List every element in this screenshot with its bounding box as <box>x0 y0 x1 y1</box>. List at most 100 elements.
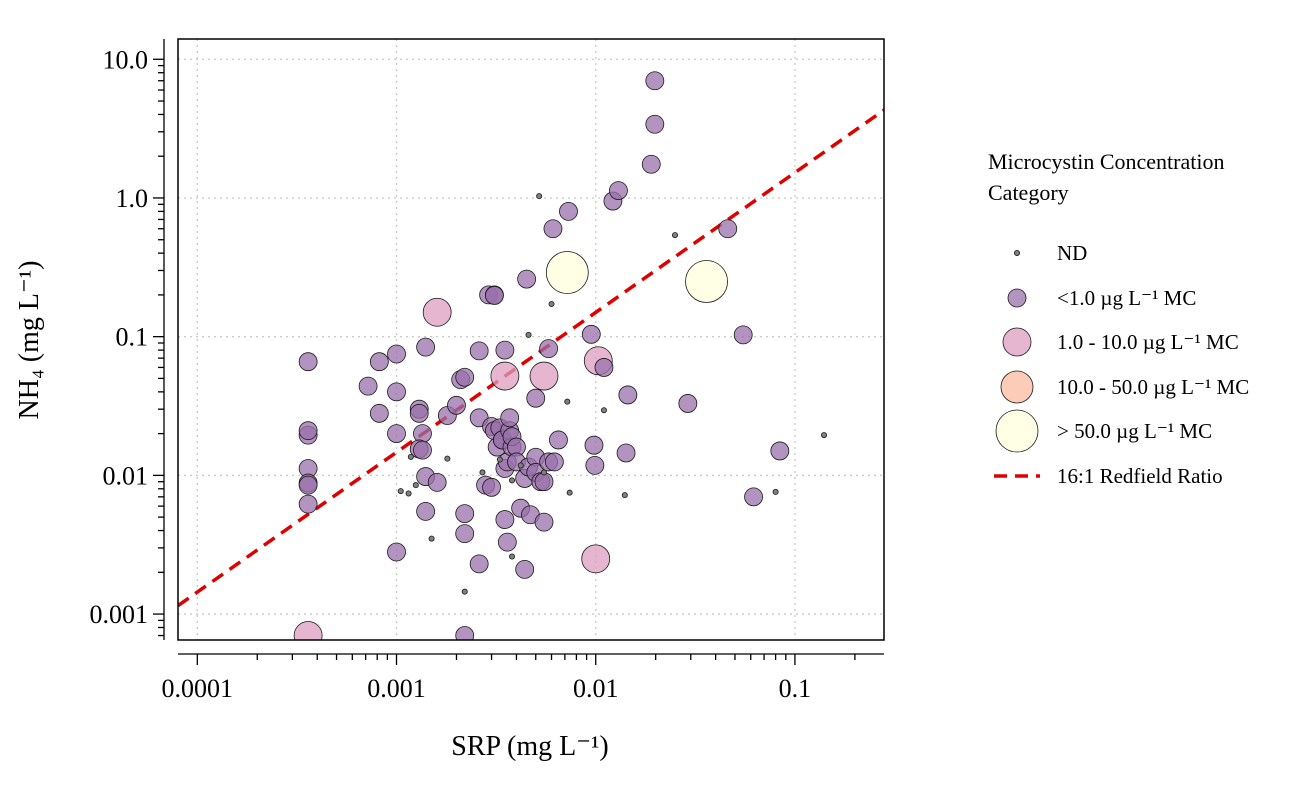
x-axis: 0.0001 0.001 0.01 0.1 <box>162 653 884 703</box>
nd-point <box>671 232 678 239</box>
mc-lt1-point <box>413 440 432 460</box>
nd-point <box>566 489 573 496</box>
mc-lt1-point <box>416 501 436 521</box>
mc-lt1-point <box>416 337 436 357</box>
mc-lt1-point <box>517 269 537 289</box>
mc-lt1-point <box>298 475 318 495</box>
nd-point <box>509 553 516 560</box>
nd-point <box>525 331 532 338</box>
legend-marker-nd <box>1014 249 1021 256</box>
mc-lt1-point <box>534 512 554 532</box>
mc-lt1-point <box>497 532 517 552</box>
mc-lt1-point <box>515 559 535 579</box>
nd-point <box>444 455 451 462</box>
mc-lt1-point <box>495 510 515 529</box>
nd-point <box>517 462 524 469</box>
x-axis-title: SRP (mg L⁻¹) <box>451 731 609 762</box>
x-tick-label: 0.0001 <box>162 674 234 703</box>
mc-lt1-point <box>413 424 432 444</box>
mc-gt50-point <box>685 260 728 303</box>
mc-lt1-point <box>618 385 638 405</box>
mc-lt1-point <box>455 524 475 544</box>
nd-point <box>564 398 571 405</box>
nd-point <box>407 453 414 460</box>
mc-lt1-point <box>544 452 564 472</box>
mc-lt1-point <box>645 71 665 91</box>
mc-lt1-point <box>526 388 546 408</box>
mc-lt1-point <box>358 376 378 396</box>
nd-point <box>536 193 543 200</box>
mc-lt1-point <box>469 554 489 574</box>
mc-lt1-point <box>733 325 753 345</box>
nd-point <box>428 535 435 542</box>
y-tick-label: 0.001 <box>90 600 149 629</box>
nd-point <box>509 477 516 484</box>
y-tick-label: 0.1 <box>116 323 149 352</box>
x-tick-label: 0.01 <box>573 674 619 703</box>
legend-marker-mc-gt50 <box>995 409 1039 453</box>
mc-lt1-point <box>770 441 790 461</box>
legend-marker-mc-1to10 <box>1002 327 1032 357</box>
legend-label: 10.0 - 50.0 µg L⁻¹ MC <box>1057 375 1249 399</box>
y-axis-title: NH₄ (mg L⁻¹) <box>14 261 45 420</box>
mc-lt1-point <box>594 358 614 377</box>
mc-lt1-point <box>559 202 578 221</box>
mc-lt1-point <box>484 286 504 305</box>
nd-point <box>621 492 628 499</box>
data-points <box>293 71 828 640</box>
nd-point <box>461 588 468 595</box>
mc-lt1-point <box>298 494 318 514</box>
mc-lt1-point <box>455 367 475 387</box>
nd-point <box>412 482 419 489</box>
mc-lt1-point <box>641 154 661 174</box>
mc-lt1-point <box>482 477 501 497</box>
nd-point <box>496 456 503 463</box>
mc-lt1-point <box>387 382 406 402</box>
mc-lt1-point <box>387 542 406 562</box>
y-tick-label: 0.01 <box>103 461 149 490</box>
nd-point <box>405 490 412 497</box>
mc-lt1-point <box>549 430 568 450</box>
x-tick-label: 0.1 <box>779 674 812 703</box>
nd-point <box>397 488 404 495</box>
grid-lines <box>178 39 884 640</box>
mc-1to10-point <box>529 361 559 391</box>
mc-lt1-point <box>543 219 563 239</box>
mc-gt50-point <box>545 251 589 294</box>
mc-lt1-point <box>645 114 665 134</box>
legend-label: ND <box>1057 241 1087 265</box>
nd-point <box>821 432 828 439</box>
plot-frame <box>177 38 885 641</box>
mc-1to10-point <box>490 361 520 391</box>
y-axis: 0.001 0.01 0.1 1.0 10.0 <box>90 39 165 640</box>
legend: Microcystin Concentration Category ND <1.… <box>988 149 1249 488</box>
nd-point <box>479 469 486 476</box>
mc-lt1-point <box>369 352 389 372</box>
legend-label: <1.0 µg L⁻¹ MC <box>1057 286 1196 310</box>
mc-lt1-point <box>409 403 429 423</box>
legend-title-line-2: Category <box>988 180 1069 205</box>
legend-label: 16:1 Redfield Ratio <box>1057 464 1223 488</box>
mc-lt1-point <box>387 344 406 364</box>
mc-lt1-point <box>298 421 318 441</box>
legend-marker-mc-lt1 <box>1007 288 1027 308</box>
nd-point <box>600 407 607 414</box>
mc-lt1-point <box>369 403 389 423</box>
mc-lt1-point <box>298 352 318 372</box>
mc-lt1-point <box>387 424 406 444</box>
mc-lt1-point <box>616 443 636 463</box>
nd-point <box>772 488 779 495</box>
mc-lt1-point <box>455 626 475 640</box>
mc-lt1-point <box>469 341 489 361</box>
mc-lt1-point <box>427 472 447 492</box>
redfield-line-group <box>178 108 884 608</box>
legend-title-line-1: Microcystin Concentration <box>988 149 1224 174</box>
x-tick-label: 0.001 <box>367 674 426 703</box>
mc-lt1-point <box>585 455 605 475</box>
mc-1to10-point <box>293 621 323 640</box>
legend-marker-mc-10to50 <box>1000 370 1034 404</box>
legend-label: > 50.0 µg L⁻¹ MC <box>1057 419 1212 443</box>
mc-lt1-point <box>581 324 601 344</box>
mc-lt1-point <box>718 219 738 239</box>
